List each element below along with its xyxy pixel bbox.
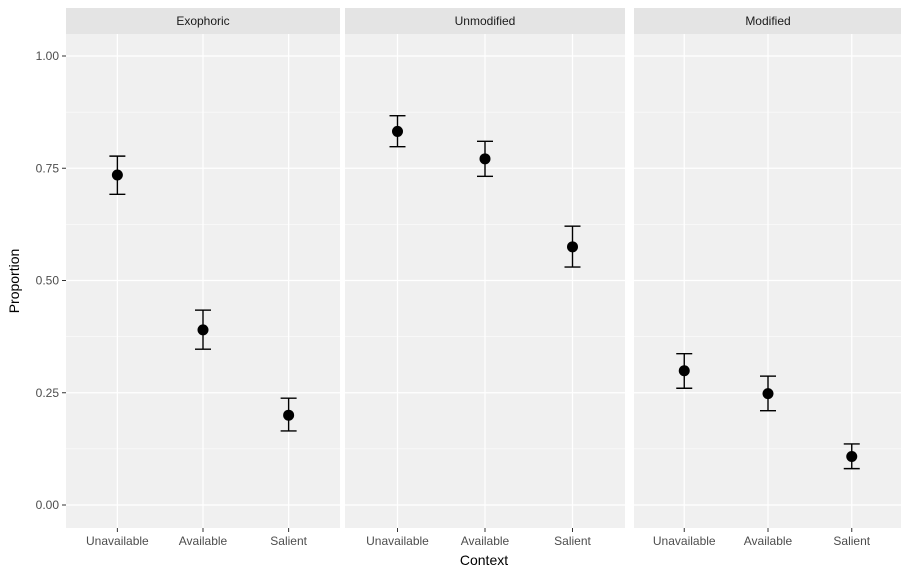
x-axis-title: Context [460, 552, 508, 568]
data-point [762, 388, 774, 400]
data-point [678, 365, 690, 377]
x-tick-label: Unavailable [366, 534, 429, 548]
facet-strip [345, 8, 625, 34]
x-tick-label: Available [461, 534, 510, 548]
data-point [479, 153, 491, 165]
facet-strip-label: Unmodified [455, 14, 516, 28]
facet-unmodified: Unmodified Unavailable Available Salient [345, 8, 625, 548]
data-point [283, 409, 295, 421]
y-axis-title: Proportion [6, 249, 22, 314]
facet-strip [66, 8, 340, 34]
x-tick-label: Unavailable [653, 534, 716, 548]
facet-exophoric: Exophoric Unavailable Available Salient [66, 8, 340, 548]
y-tick-label: 1.00 [36, 49, 60, 63]
x-tick-label: Salient [270, 534, 307, 548]
y-tick-label: 0.50 [36, 274, 60, 288]
data-point [111, 169, 123, 181]
y-tick-label: 0.75 [36, 161, 60, 175]
data-point [567, 241, 578, 253]
data-point [846, 451, 858, 463]
y-tick-label: 0.00 [36, 498, 60, 512]
data-point [197, 324, 209, 336]
x-tick-label: Salient [554, 534, 591, 548]
facet-modified: Modified Unavailable Available Salient [634, 8, 901, 548]
facet-strip-label: Exophoric [176, 14, 229, 28]
x-tick-label: Available [744, 534, 793, 548]
x-tick-label: Unavailable [86, 534, 149, 548]
y-tick-label: 0.25 [36, 386, 60, 400]
x-tick-label: Available [179, 534, 228, 548]
data-point [392, 125, 403, 137]
facet-strip-label: Modified [745, 14, 790, 28]
y-axis: 0.00 0.25 0.50 0.75 1.00 [36, 49, 66, 512]
facet-strip [634, 8, 901, 34]
x-tick-label: Salient [833, 534, 870, 548]
